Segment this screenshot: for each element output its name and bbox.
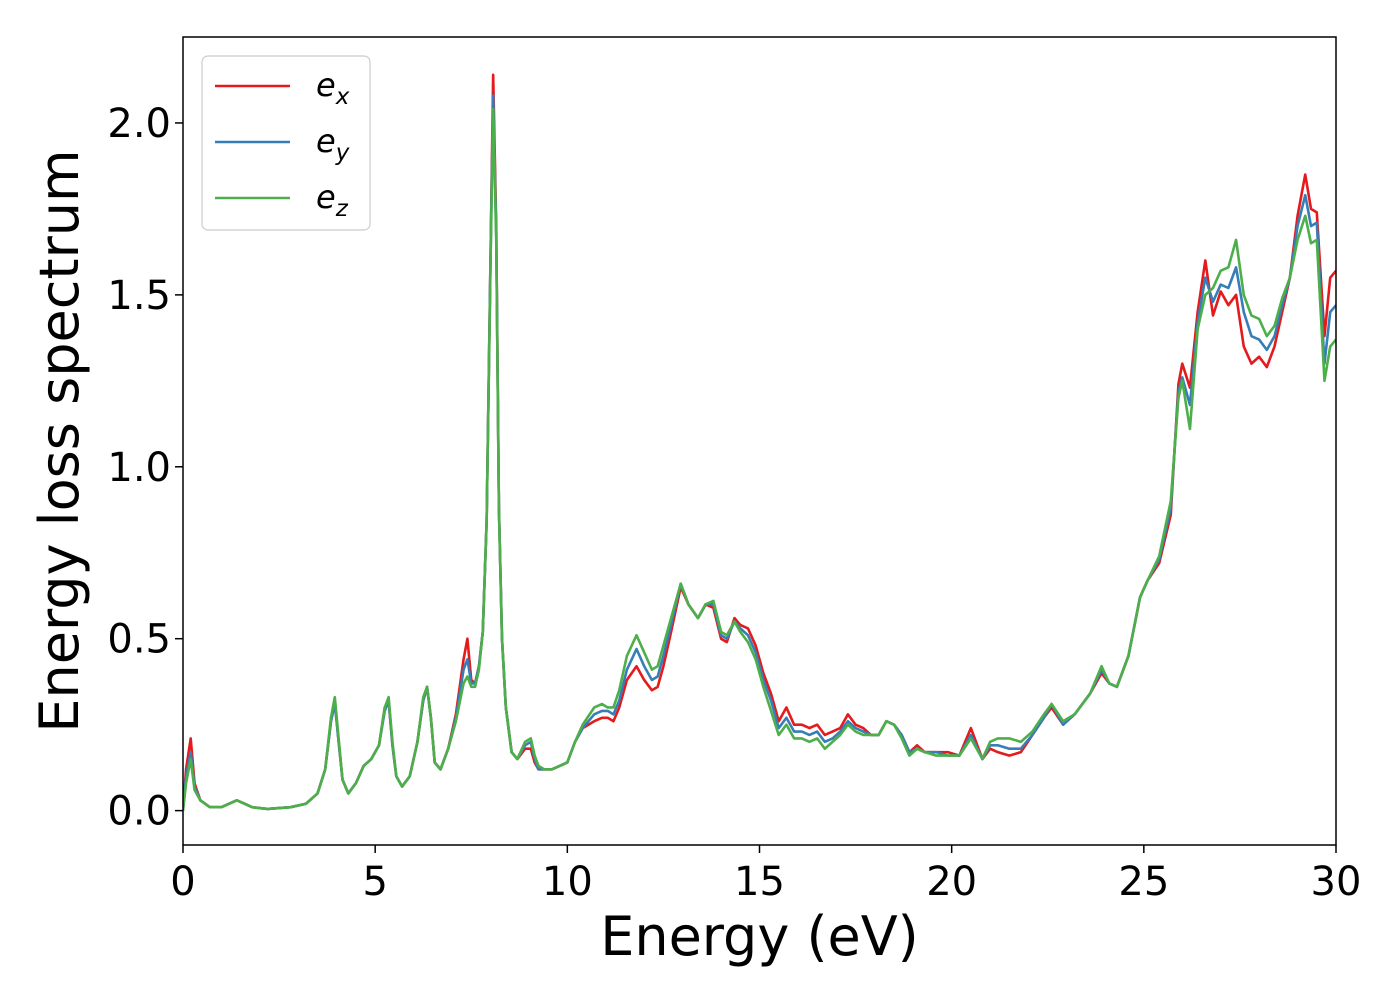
y-tick-label: 2.0 bbox=[107, 101, 171, 147]
x-axis-title: Energy (eV) bbox=[600, 905, 919, 968]
y-axis: 0.0 0.5 1.0 1.5 2.0 bbox=[107, 101, 183, 835]
x-tick-label: 25 bbox=[1118, 859, 1169, 905]
y-tick-label: 0.5 bbox=[107, 617, 171, 663]
x-axis: 0 5 10 15 20 25 30 bbox=[170, 845, 1361, 905]
y-tick-label: 1.0 bbox=[107, 445, 171, 491]
x-tick-label: 5 bbox=[362, 859, 387, 905]
legend-label-z: ez bbox=[316, 178, 349, 222]
legend-label-x: ex bbox=[316, 66, 350, 110]
legend: ex ey ez bbox=[201, 55, 371, 231]
y-axis-title: Energy loss spectrum bbox=[28, 149, 91, 732]
y-tick-label: 0.0 bbox=[107, 789, 171, 835]
series-layer bbox=[183, 73, 1336, 811]
x-tick-label: 20 bbox=[926, 859, 977, 905]
x-tick-label: 15 bbox=[734, 859, 785, 905]
x-tick-label: 30 bbox=[1311, 859, 1362, 905]
x-tick-label: 0 bbox=[170, 859, 195, 905]
x-tick-label: 10 bbox=[542, 859, 593, 905]
legend-label-y: ey bbox=[316, 122, 350, 166]
y-tick-label: 1.5 bbox=[107, 273, 171, 319]
series-line-z bbox=[183, 107, 1336, 811]
